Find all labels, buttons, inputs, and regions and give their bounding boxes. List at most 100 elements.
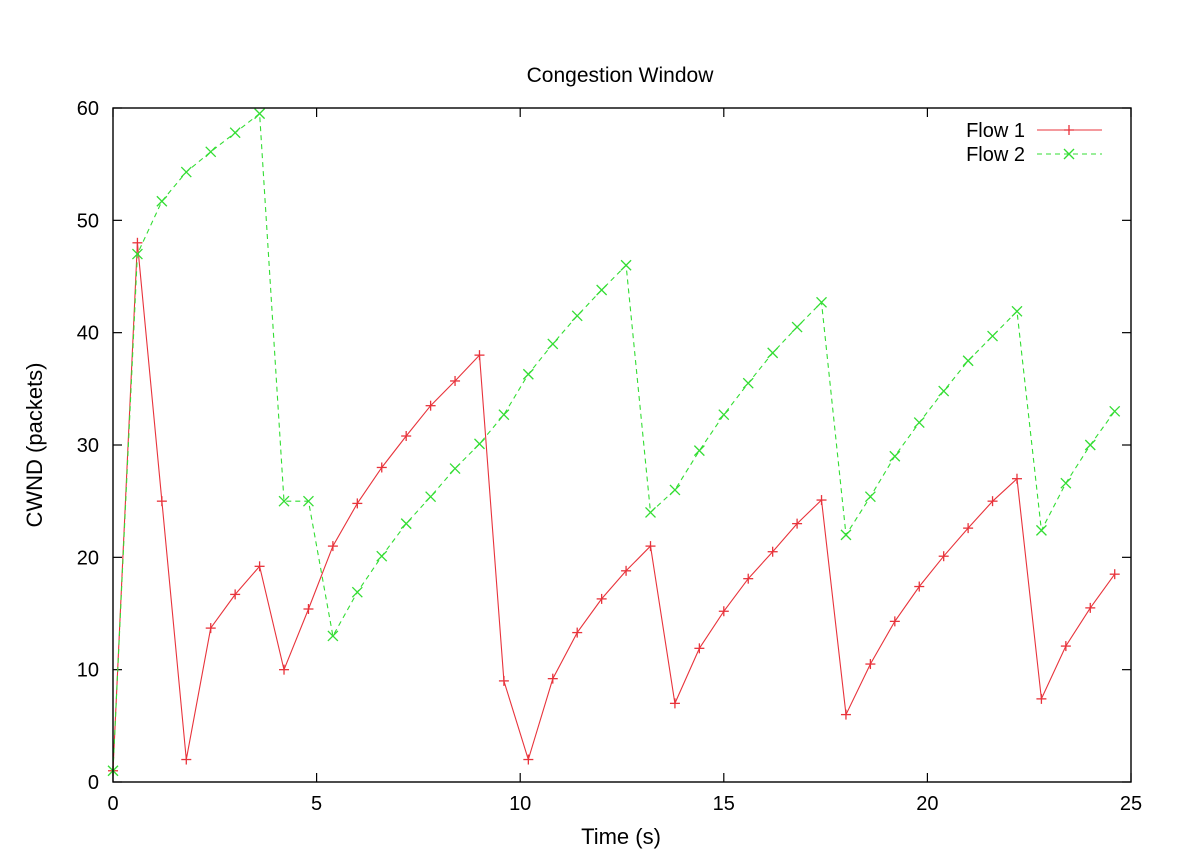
flow-2-point (156, 195, 168, 207)
flow-1-point (621, 565, 632, 576)
flow-2-point (571, 310, 583, 322)
flow-2-legend-label: Flow 2 (966, 144, 1025, 166)
flow-2-point (1011, 305, 1023, 317)
flow-2-point (645, 506, 656, 518)
plot-frame (112, 107, 1132, 783)
x-tick-label: 25 (1120, 793, 1142, 815)
flow-1-point (645, 541, 656, 552)
flow-1-point (914, 581, 925, 592)
flow-2-point (620, 259, 632, 271)
flow-1-point (327, 541, 338, 552)
flow-1-point (743, 573, 754, 584)
flow-2-point (913, 417, 925, 428)
x-tick-label: 15 (713, 793, 735, 815)
flow-2-point (816, 296, 827, 308)
y-tick-label: 30 (77, 435, 99, 457)
flow-2-point (889, 450, 901, 462)
x-axis-title: Time (s) (581, 824, 661, 849)
y-tick-label: 10 (77, 660, 99, 682)
flow-1-point (792, 518, 803, 529)
y-tick-label: 60 (77, 98, 99, 120)
flow-1-line (112, 242, 1116, 771)
flow-1-point (474, 350, 485, 361)
flow-1-point (450, 375, 461, 386)
flow-1-point (523, 754, 534, 765)
flow-2-point (1084, 439, 1096, 451)
flow-1-point (156, 496, 167, 507)
flow-2-point (400, 518, 412, 530)
flow-1-point (254, 561, 265, 572)
flow-2-point (596, 284, 608, 296)
flow-2-point (302, 495, 314, 507)
flow-2-point (474, 438, 485, 450)
flow-1-point (498, 675, 509, 686)
flow-1-point (352, 498, 363, 509)
y-axis-ticks: 0 10 20 30 40 50 60 (77, 98, 1131, 794)
flow-2-point (327, 630, 339, 642)
flow-2-point (693, 445, 705, 457)
flow-2-point (962, 355, 974, 367)
flow-2-point (376, 550, 388, 562)
flow-2-point (767, 347, 779, 359)
series-layer (107, 108, 1121, 777)
flow-1-point (987, 496, 998, 507)
flow-2-point (547, 338, 559, 350)
flow-1-point (1085, 602, 1096, 613)
flow-1-point (1060, 641, 1071, 652)
x-tick-label: 0 (107, 793, 118, 815)
flow-2-point (351, 586, 363, 598)
flow-1-point (303, 604, 314, 615)
x-tick-label: 10 (509, 793, 531, 815)
flow-2-point (669, 484, 681, 496)
flow-1-point (816, 495, 827, 506)
flow-2-point (425, 491, 437, 503)
y-tick-label: 0 (88, 772, 99, 794)
x-tick-label: 20 (916, 793, 938, 815)
flow-1-point (376, 462, 387, 473)
flow-2-point (1109, 405, 1121, 417)
flow-2-legend-marker (1063, 148, 1075, 160)
flow-1-legend-marker (1064, 125, 1074, 135)
flow-1-point (132, 237, 143, 248)
flow-1-legend-label: Flow 1 (966, 120, 1025, 142)
flow-1-point (547, 673, 558, 684)
flow-1-point (963, 523, 974, 534)
flow-2-markers (107, 108, 1121, 777)
flow-1-point (205, 623, 216, 634)
y-tick-label: 40 (77, 323, 99, 345)
flow-1-point (767, 546, 778, 557)
flow-1-point (718, 606, 729, 617)
flow-1-point (572, 627, 583, 638)
flow-2-point (522, 368, 534, 380)
flow-1-point (401, 431, 412, 442)
flow-2-point (180, 166, 192, 178)
flow-1-point (279, 664, 290, 675)
x-tick-label: 5 (311, 793, 322, 815)
flow-1-point (889, 616, 900, 627)
flow-1-point (865, 659, 876, 670)
flow-2-point (278, 495, 290, 507)
flow-2-point (742, 377, 754, 389)
flow-2-point (229, 127, 241, 139)
flow-1-point (1011, 473, 1022, 484)
flow-2-point (254, 108, 266, 120)
flow-1-point (230, 589, 241, 600)
flow-1-point (1036, 693, 1047, 704)
flow-2-point (864, 491, 876, 503)
flow-2-point (840, 529, 852, 541)
flow-2-point (498, 409, 510, 421)
y-tick-label: 50 (77, 210, 99, 232)
x-axis-ticks: 0 5 10 15 20 25 (107, 108, 1142, 815)
flow-1-point (596, 593, 607, 604)
flow-1-point (669, 698, 680, 709)
flow-2-point (1035, 524, 1047, 536)
flow-1-point (425, 400, 436, 411)
flow-2-point (131, 248, 143, 260)
flow-2-point (718, 409, 730, 421)
flow-2-point (1060, 477, 1072, 489)
flow-2-point (938, 385, 950, 397)
y-axis-title: CWND (packets) (22, 362, 47, 527)
